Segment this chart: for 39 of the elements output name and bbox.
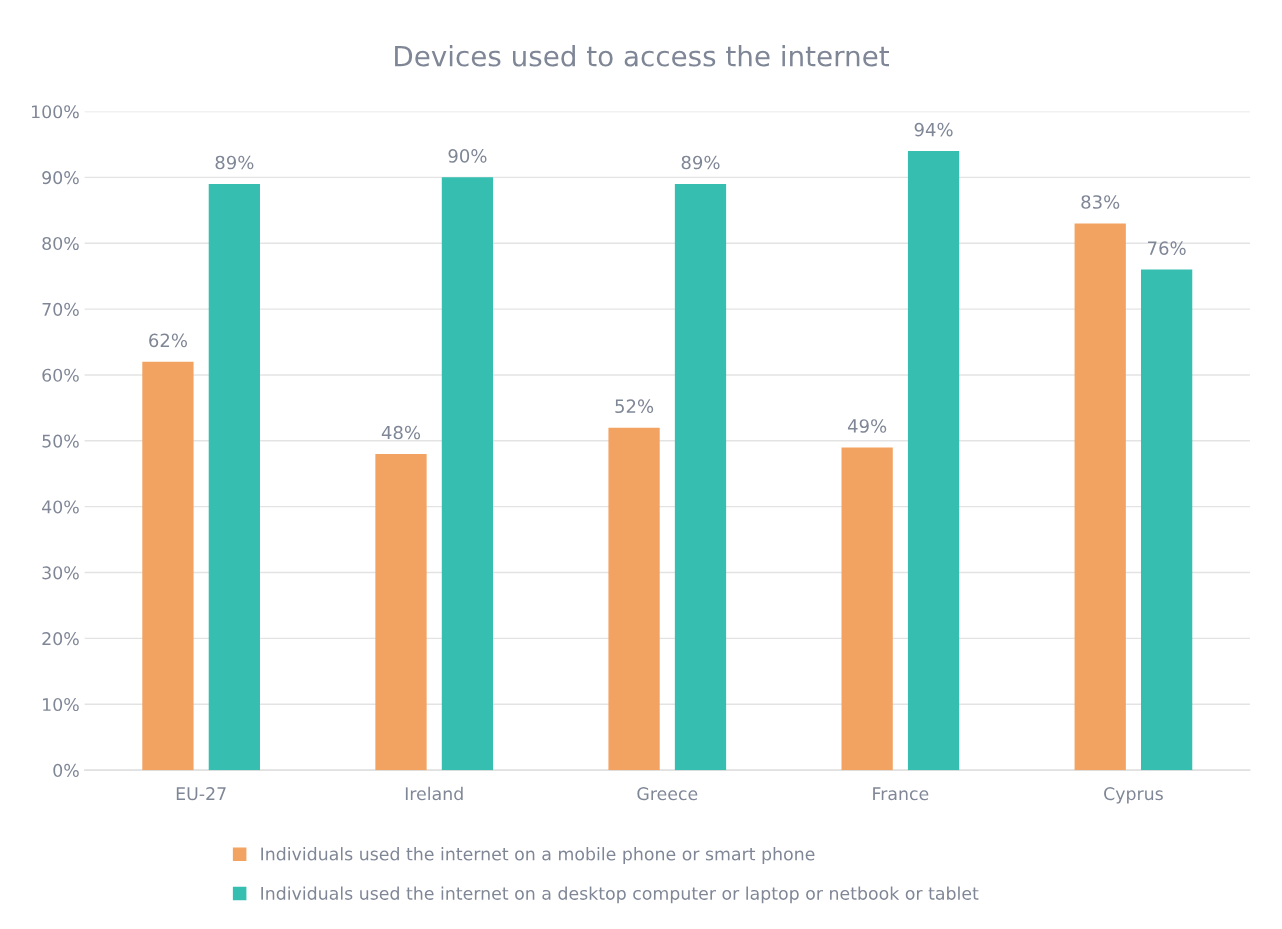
bar [441,177,494,771]
data-label: 90% [448,149,487,163]
y-tick-label: 20% [42,632,79,646]
legend-label: Individuals used the internet on a mobile phone or smart phone [261,847,815,864]
bar [142,361,194,771]
x-tick-label: EU-27 [176,787,226,801]
bar [674,183,727,771]
y-tick-label: 30% [42,566,79,580]
data-label: 52% [615,399,654,414]
legend-label: Individuals used the internet on a desktop computer or laptop or netbook or tablet [261,886,979,904]
data-label: 49% [847,419,887,433]
data-label: 48% [381,425,421,440]
x-tick-label: Ireland [405,786,463,801]
data-label: 89% [215,155,254,170]
y-tick-label: 40% [42,500,79,514]
bar [375,453,427,771]
data-label: 83% [1081,195,1120,209]
y-tick-label: 90% [42,171,79,185]
chart-title: Devices used to access the internet [395,45,889,67]
data-label: 89% [681,155,720,170]
bar [1074,223,1126,771]
x-tick-label: France [873,787,929,801]
y-tick-label: 70% [42,302,79,316]
y-tick-label: 50% [42,434,79,448]
bar [608,427,660,771]
data-label: 94% [914,122,953,137]
bar [1140,269,1193,771]
y-tick-label: 100% [32,105,79,119]
x-tick-label: Cyprus [1104,787,1163,804]
data-label: 62% [149,333,187,348]
y-tick-label: 10% [43,697,79,712]
data-label: 76% [1148,241,1186,255]
y-tick-label: 80% [42,236,79,251]
x-tick-label: Greece [637,787,698,801]
y-tick-label: 60% [42,368,79,382]
y-tick-label: 0% [53,763,79,777]
bar [907,151,960,771]
bar [208,183,260,771]
bar [841,447,893,771]
